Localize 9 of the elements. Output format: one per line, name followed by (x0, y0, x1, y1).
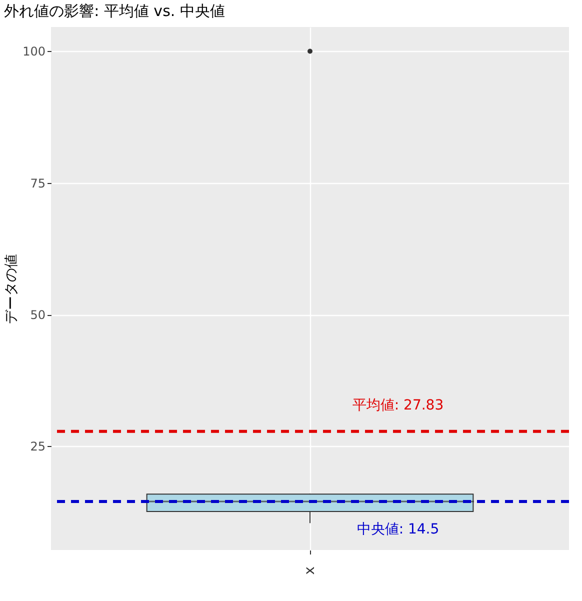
y-tick-label: 50 (30, 308, 46, 322)
y-tick-label: 100 (22, 44, 46, 59)
ref-line-label: 平均値: 27.83 (352, 397, 444, 414)
y-axis-title: データの値 (4, 254, 20, 324)
y-tick-label: 75 (30, 176, 46, 190)
chart-title: 外れ値の影響: 平均値 vs. 中央値 (4, 2, 225, 20)
ref-line-label: 中央値: 14.5 (356, 522, 440, 538)
y-tick-label: 25 (30, 440, 46, 454)
x-tick-label: x (302, 566, 318, 575)
